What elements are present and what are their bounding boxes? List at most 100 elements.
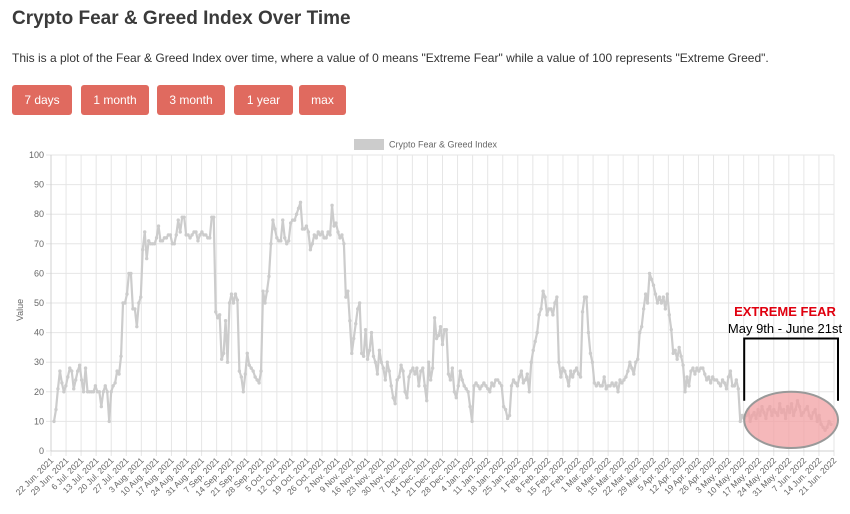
data-point xyxy=(618,378,622,382)
data-point xyxy=(99,404,104,409)
data-point xyxy=(436,333,441,338)
range-1-year-button[interactable]: 1 year xyxy=(234,85,293,115)
data-point xyxy=(626,369,630,373)
data-point xyxy=(186,233,190,237)
y-tick-label: 0 xyxy=(39,446,44,456)
data-point xyxy=(350,351,354,356)
page-description: This is a plot of the Fear & Greed Index… xyxy=(12,51,769,65)
data-point xyxy=(385,360,389,364)
data-point xyxy=(144,256,149,261)
data-point xyxy=(249,366,253,370)
y-tick-label: 30 xyxy=(34,357,44,367)
data-point xyxy=(387,369,391,373)
y-tick-label: 60 xyxy=(34,268,44,278)
data-point xyxy=(567,384,571,388)
data-point xyxy=(54,407,58,412)
data-point xyxy=(553,301,557,305)
data-point xyxy=(174,233,178,237)
data-point xyxy=(342,242,346,246)
data-point xyxy=(275,236,279,240)
data-point xyxy=(679,354,683,358)
data-point xyxy=(525,372,529,376)
data-point xyxy=(452,390,457,394)
data-point xyxy=(340,233,344,237)
data-point xyxy=(736,387,741,391)
data-point xyxy=(478,387,482,391)
data-point xyxy=(468,404,472,409)
data-point xyxy=(470,419,474,424)
data-point xyxy=(229,292,234,296)
data-point xyxy=(176,218,180,222)
data-point xyxy=(123,301,127,305)
data-point xyxy=(697,369,701,373)
data-point xyxy=(531,348,535,353)
data-point xyxy=(139,295,143,299)
range-3-month-button[interactable]: 3 month xyxy=(157,85,225,115)
data-point xyxy=(231,301,236,305)
data-point xyxy=(616,390,620,394)
y-tick-label: 70 xyxy=(34,239,44,249)
data-point xyxy=(677,345,681,350)
data-point xyxy=(444,327,449,332)
data-point xyxy=(281,218,285,222)
data-point xyxy=(188,236,192,240)
y-tick-label: 10 xyxy=(34,416,44,426)
data-point xyxy=(425,398,429,403)
data-point xyxy=(214,310,218,314)
data-point xyxy=(639,324,644,329)
data-point xyxy=(740,413,744,418)
data-point xyxy=(129,271,133,276)
data-point xyxy=(316,230,320,234)
data-point xyxy=(517,375,522,379)
data-point xyxy=(596,381,600,385)
data-point xyxy=(105,390,109,394)
data-point xyxy=(440,342,445,347)
y-tick-label: 40 xyxy=(34,328,44,338)
data-point xyxy=(458,369,462,373)
data-point xyxy=(172,242,176,246)
data-point xyxy=(624,375,628,379)
data-point xyxy=(288,221,293,225)
data-point xyxy=(395,378,399,382)
data-point xyxy=(689,369,693,373)
data-point xyxy=(411,366,415,370)
data-point xyxy=(584,295,589,299)
range-7-days-button[interactable]: 7 days xyxy=(12,85,72,115)
range-1-month-button[interactable]: 1 month xyxy=(81,85,149,115)
data-point xyxy=(83,366,88,370)
data-point xyxy=(645,301,650,305)
data-point xyxy=(710,375,715,379)
data-point xyxy=(56,387,60,391)
data-point xyxy=(279,239,283,243)
data-point xyxy=(219,357,224,361)
data-point xyxy=(484,384,488,388)
data-point xyxy=(359,351,364,356)
data-point xyxy=(263,301,267,305)
data-point xyxy=(113,381,117,385)
data-point xyxy=(594,384,599,388)
range-max-button[interactable]: max xyxy=(299,85,346,115)
data-point xyxy=(233,292,238,296)
y-tick-label: 20 xyxy=(34,387,44,397)
data-point xyxy=(570,375,575,379)
data-point xyxy=(519,369,524,373)
data-point xyxy=(474,381,478,385)
chart-grid xyxy=(46,154,835,456)
data-point xyxy=(568,369,573,373)
data-point xyxy=(527,390,531,394)
data-point xyxy=(643,292,648,296)
data-point xyxy=(476,384,480,388)
data-point xyxy=(261,289,265,293)
data-point xyxy=(135,324,139,329)
data-point xyxy=(555,295,559,299)
data-point xyxy=(320,230,324,234)
data-point xyxy=(251,369,255,373)
data-point xyxy=(356,307,360,311)
data-point xyxy=(634,360,638,364)
data-point xyxy=(663,307,668,311)
data-point xyxy=(68,366,72,370)
data-point xyxy=(377,348,382,353)
extreme-fear-heading: EXTREME FEAR xyxy=(734,304,836,319)
data-point xyxy=(600,384,604,388)
